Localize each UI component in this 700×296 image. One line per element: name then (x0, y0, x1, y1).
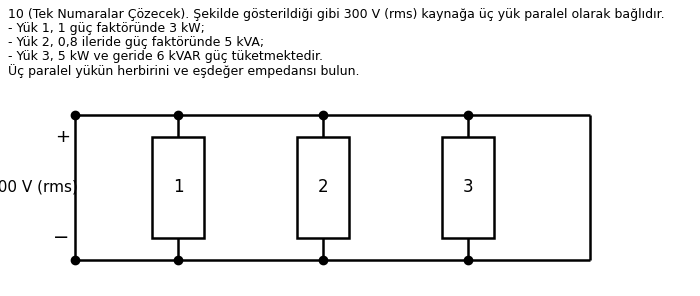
Text: 1: 1 (173, 178, 183, 197)
Text: +: + (55, 128, 71, 146)
Text: - Yük 2, 0,8 ileride güç faktöründe 5 kVA;: - Yük 2, 0,8 ileride güç faktöründe 5 kV… (8, 36, 264, 49)
Text: 2: 2 (318, 178, 328, 197)
Text: −: − (52, 229, 69, 247)
Text: 3: 3 (463, 178, 473, 197)
Text: 300 V (rms): 300 V (rms) (0, 180, 78, 195)
Text: 10 (Tek Numaralar Çözecek). Şekilde gösterildiği gibi 300 V (rms) kaynağa üç yük: 10 (Tek Numaralar Çözecek). Şekilde göst… (8, 8, 664, 21)
Bar (297, 137, 349, 238)
Text: - Yük 1, 1 güç faktöründe 3 kW;: - Yük 1, 1 güç faktöründe 3 kW; (8, 22, 205, 35)
Bar (152, 137, 204, 238)
Bar (442, 137, 494, 238)
Text: - Yük 3, 5 kW ve geride 6 kVAR güç tüketmektedir.: - Yük 3, 5 kW ve geride 6 kVAR güç tüket… (8, 50, 323, 63)
Text: Üç paralel yükün herbirini ve eşdeğer empedansı bulun.: Üç paralel yükün herbirini ve eşdeğer em… (8, 64, 360, 78)
